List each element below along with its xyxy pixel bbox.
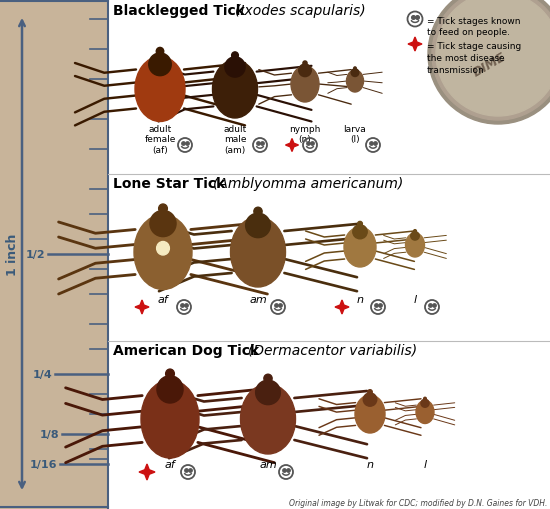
Text: (Amblyomma americanum): (Amblyomma americanum) — [213, 177, 403, 191]
Text: transmission: transmission — [427, 66, 485, 75]
Text: = Tick stages known: = Tick stages known — [427, 17, 520, 26]
Ellipse shape — [156, 48, 164, 56]
Ellipse shape — [303, 62, 307, 66]
Ellipse shape — [166, 370, 174, 379]
Text: am: am — [259, 459, 277, 469]
Text: Lone Star Tick: Lone Star Tick — [113, 177, 235, 191]
Ellipse shape — [414, 230, 416, 233]
Text: am: am — [249, 294, 267, 304]
Polygon shape — [408, 38, 422, 52]
Ellipse shape — [246, 214, 271, 238]
Text: n: n — [366, 459, 373, 469]
Ellipse shape — [416, 401, 434, 423]
Ellipse shape — [150, 211, 176, 237]
Ellipse shape — [240, 384, 295, 454]
Text: n: n — [356, 294, 364, 304]
Bar — [108, 0, 550, 509]
Ellipse shape — [141, 380, 199, 458]
Text: American Dog Tick: American Dog Tick — [113, 344, 269, 357]
Ellipse shape — [232, 53, 238, 60]
Text: 1/2: 1/2 — [25, 249, 45, 260]
Text: 1/4: 1/4 — [32, 369, 52, 379]
Ellipse shape — [158, 205, 167, 214]
Ellipse shape — [353, 225, 367, 239]
Ellipse shape — [264, 375, 272, 383]
Polygon shape — [139, 464, 155, 480]
Text: adult
male
(am): adult male (am) — [223, 125, 246, 155]
Text: Blacklegged Tick: Blacklegged Tick — [113, 4, 255, 18]
Ellipse shape — [157, 242, 169, 256]
Text: l: l — [414, 294, 416, 304]
Ellipse shape — [212, 61, 257, 119]
Ellipse shape — [299, 65, 311, 77]
Ellipse shape — [363, 393, 377, 406]
Ellipse shape — [355, 395, 385, 433]
Text: larva
(l): larva (l) — [344, 125, 366, 144]
Ellipse shape — [346, 71, 364, 93]
Circle shape — [432, 0, 550, 121]
Ellipse shape — [351, 70, 359, 77]
Ellipse shape — [134, 215, 192, 290]
Text: l: l — [424, 459, 427, 469]
Ellipse shape — [424, 398, 426, 400]
Text: 1/8: 1/8 — [40, 429, 59, 439]
Polygon shape — [335, 300, 349, 315]
Ellipse shape — [358, 222, 362, 227]
Ellipse shape — [421, 400, 429, 408]
Text: (Ixodes scapularis): (Ixodes scapularis) — [235, 4, 366, 18]
Ellipse shape — [148, 54, 171, 76]
Ellipse shape — [230, 217, 285, 288]
Bar — [0, 0, 108, 509]
Ellipse shape — [411, 232, 419, 241]
Text: adult
female
(af): adult female (af) — [144, 125, 175, 155]
Text: af: af — [164, 459, 175, 469]
Ellipse shape — [157, 376, 183, 403]
Text: Original image by Litwak for CDC; modified by D.N. Gaines for VDH.: Original image by Litwak for CDC; modifi… — [289, 498, 547, 507]
Ellipse shape — [256, 380, 280, 405]
Circle shape — [428, 0, 550, 125]
Ellipse shape — [291, 67, 319, 103]
Text: = Tick stage causing: = Tick stage causing — [427, 42, 521, 51]
Text: (Dermacentor variabilis): (Dermacentor variabilis) — [248, 344, 417, 357]
Text: the most disease: the most disease — [427, 54, 504, 63]
Text: to feed on people.: to feed on people. — [427, 28, 510, 37]
Polygon shape — [285, 139, 299, 152]
Ellipse shape — [135, 58, 185, 122]
Ellipse shape — [368, 390, 372, 394]
Circle shape — [436, 0, 550, 117]
Ellipse shape — [354, 68, 356, 70]
Ellipse shape — [344, 228, 376, 267]
Text: 1 inch: 1 inch — [6, 233, 19, 276]
Ellipse shape — [254, 208, 262, 216]
Ellipse shape — [225, 58, 245, 78]
Text: DIME: DIME — [471, 50, 509, 79]
Text: af: af — [158, 294, 168, 304]
Text: nymph
(n): nymph (n) — [289, 125, 321, 144]
Polygon shape — [135, 300, 149, 315]
Text: 1/16: 1/16 — [30, 459, 57, 469]
Ellipse shape — [405, 234, 425, 258]
